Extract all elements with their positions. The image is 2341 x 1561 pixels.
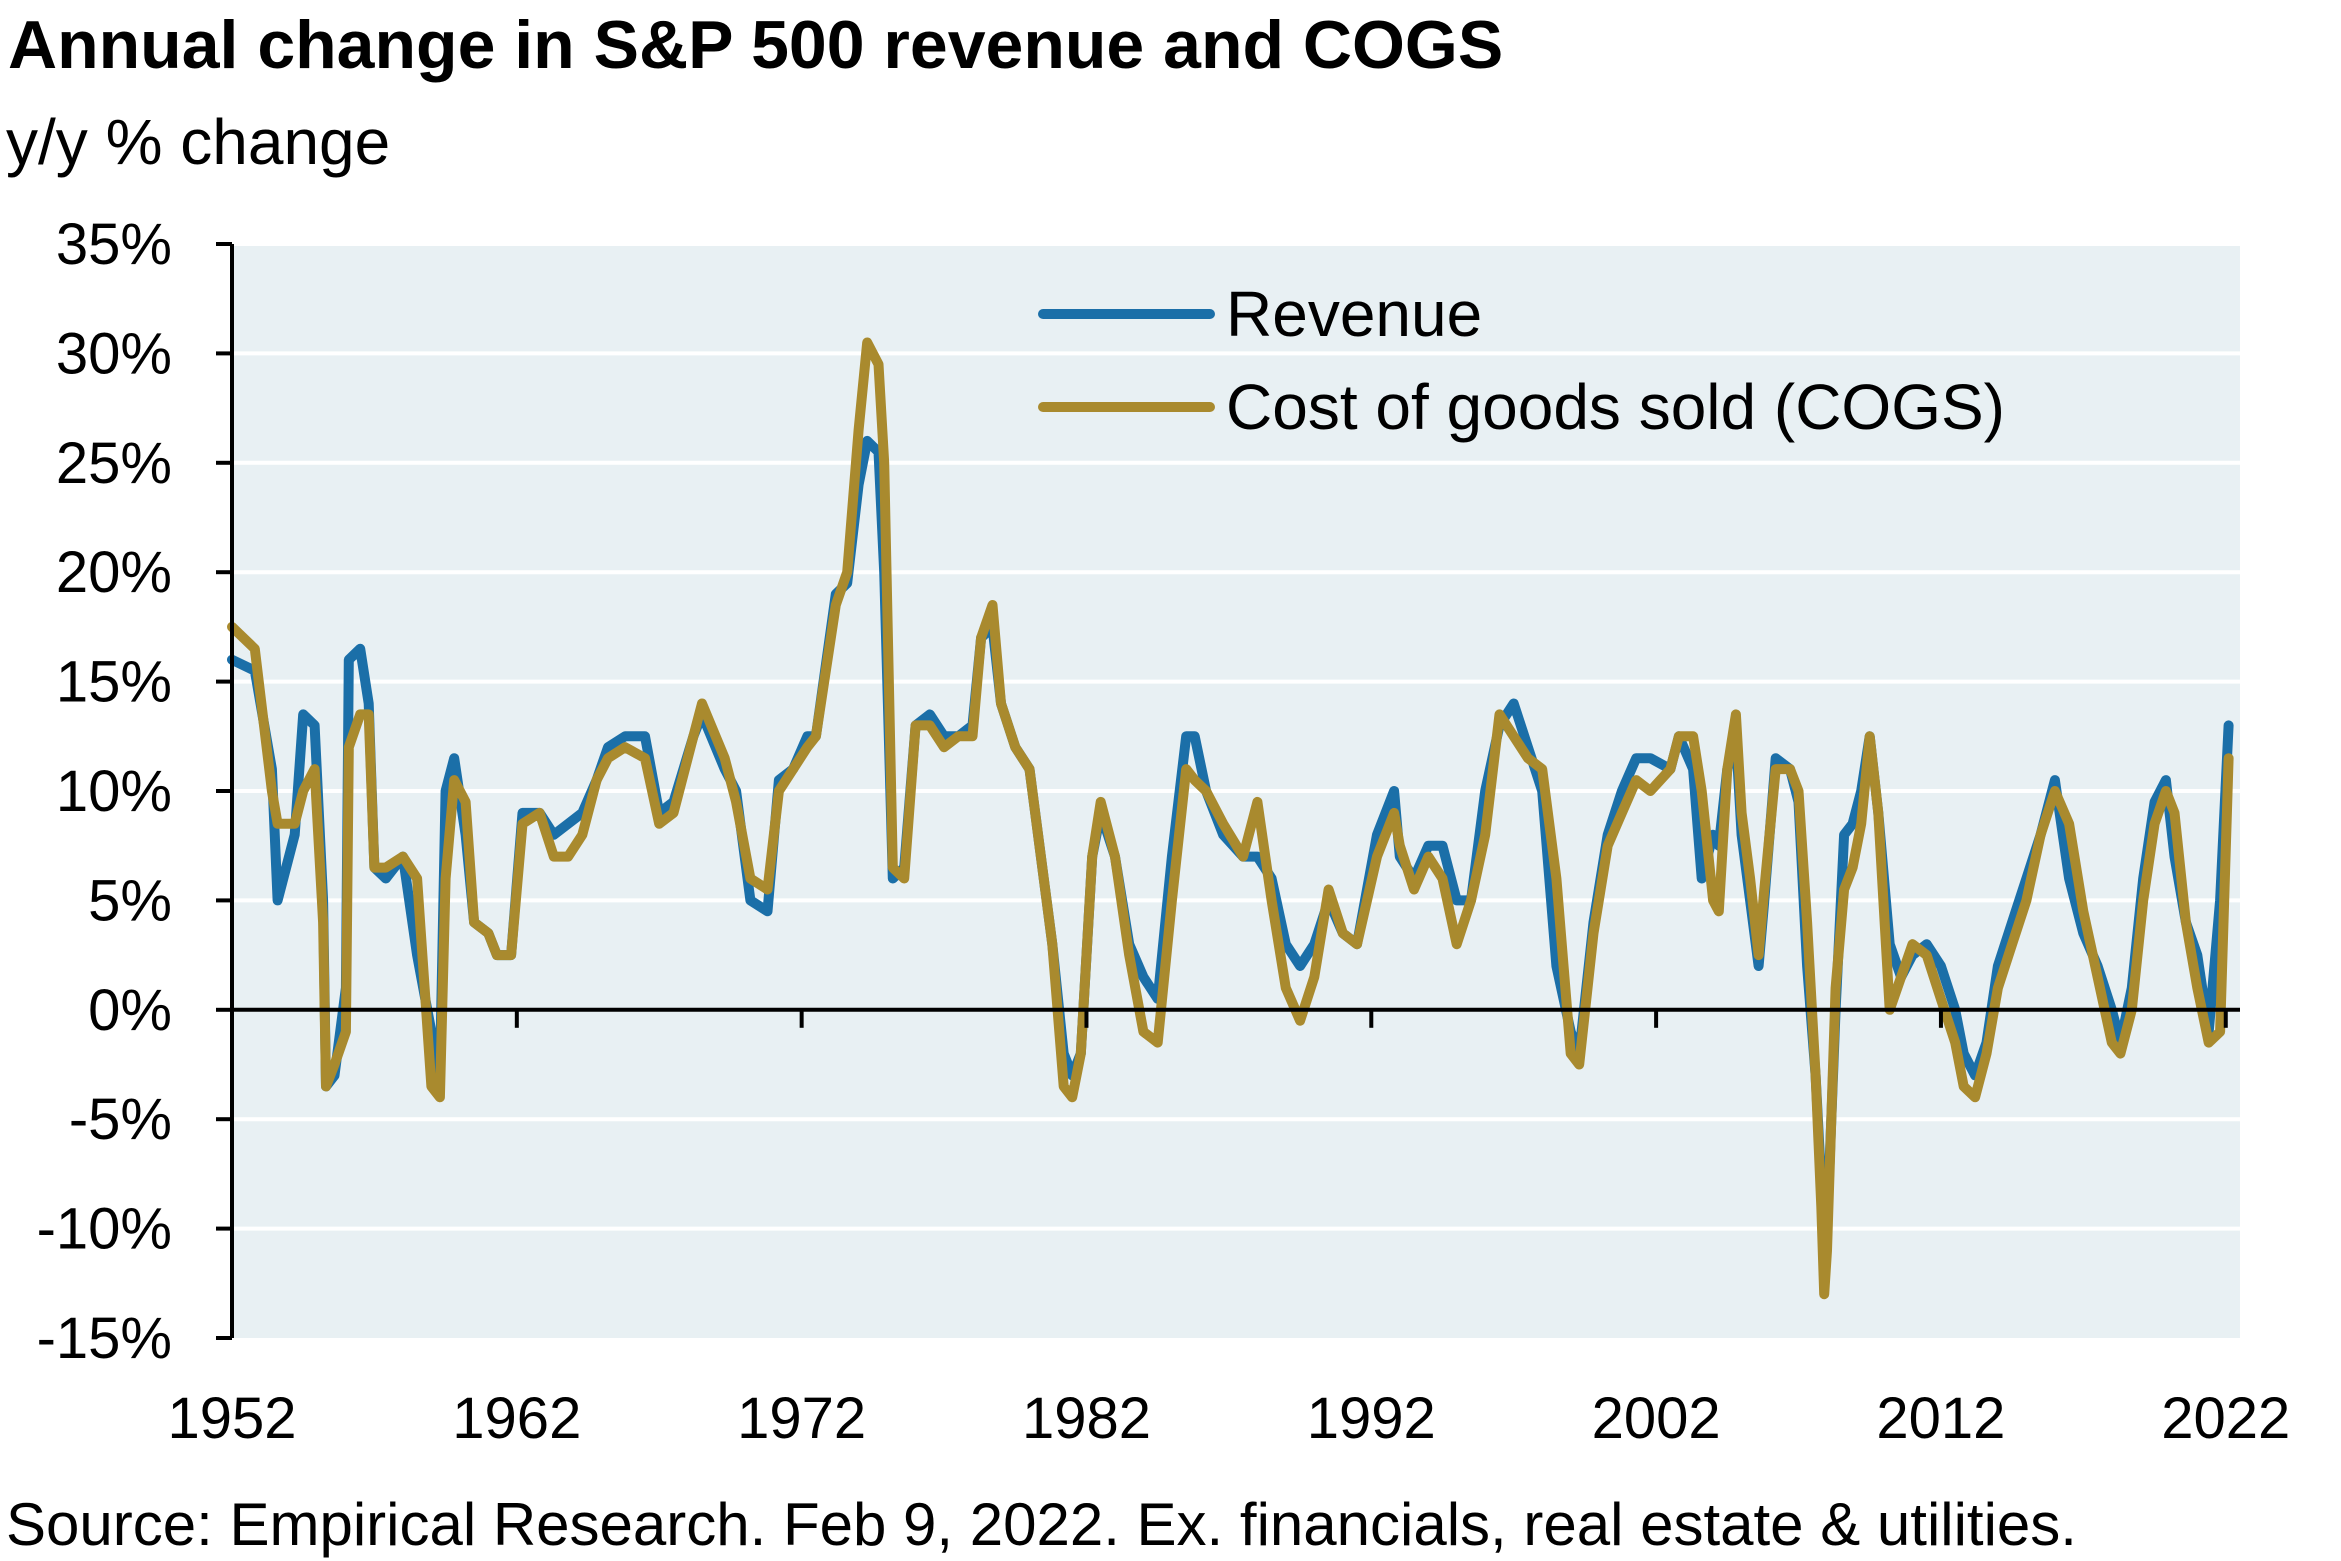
x-tick-label: 2022 <box>2161 1386 2290 1451</box>
x-tick-label: 2002 <box>1592 1386 1721 1451</box>
y-tick-label: -10% <box>37 1197 172 1262</box>
series-lines <box>227 337 2234 1300</box>
y-tick-label: 20% <box>56 540 172 605</box>
x-tick-label: 2012 <box>1876 1386 2005 1451</box>
x-tick-label: 1962 <box>452 1386 581 1451</box>
chart-subtitle: y/y % change <box>6 106 391 178</box>
legend-label: Revenue <box>1226 278 1482 350</box>
legend-label: Cost of goods sold (COGS) <box>1226 371 2005 443</box>
y-tick-label: 10% <box>56 759 172 824</box>
x-tick-label: 1982 <box>1022 1386 1151 1451</box>
y-tick-label: 30% <box>56 321 172 386</box>
source-note: Source: Empirical Research. Feb 9, 2022.… <box>6 1491 2077 1558</box>
line-chart: -15% -10% -5% 0% 5% 10% 15% 20% 25% 30% 35% 1952 196… <box>37 212 2291 1451</box>
y-tick-label: 35% <box>56 212 172 277</box>
x-tick-label: 1972 <box>737 1386 866 1451</box>
y-tick-label: 0% <box>88 978 172 1043</box>
x-tick-label: 1952 <box>167 1386 296 1451</box>
y-tick-label: 25% <box>56 431 172 496</box>
x-tick-label: 1992 <box>1307 1386 1436 1451</box>
series-line-cost <box>227 337 2234 1300</box>
gridlines <box>232 242 2240 1231</box>
chart-title: Annual change in S&P 500 revenue and COG… <box>8 7 1504 83</box>
y-tick-label: 15% <box>56 650 172 715</box>
y-tick-label: 5% <box>88 868 172 933</box>
y-tick-label: -15% <box>37 1306 172 1371</box>
legend: Revenue Cost of goods sold (COGS) <box>1038 278 2005 443</box>
axes: -15% -10% -5% 0% 5% 10% 15% 20% 25% 30% 35% 1952 196… <box>37 212 2291 1451</box>
y-tick-label: -5% <box>69 1087 172 1152</box>
